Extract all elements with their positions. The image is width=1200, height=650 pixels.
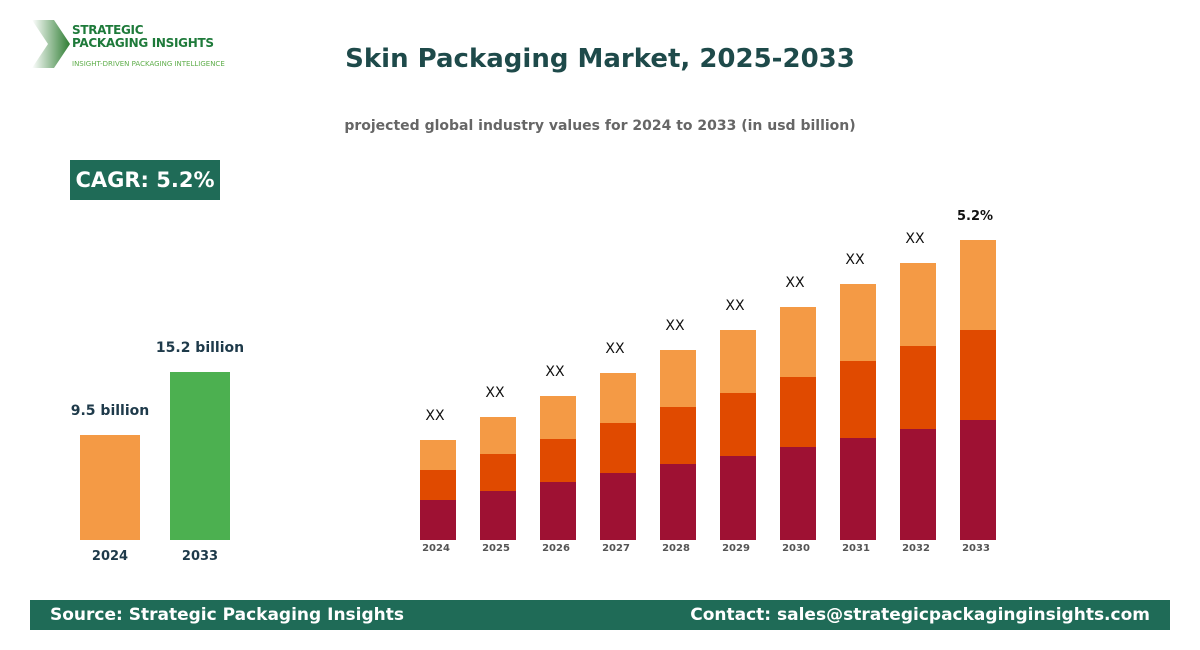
x-tick-label: 2028 <box>662 543 690 554</box>
bar-segment-2032-0 <box>900 429 936 540</box>
bar-segment-2031-0 <box>840 438 876 540</box>
bar-segment-2027-0 <box>600 473 636 540</box>
bar-segment-2027-2 <box>600 373 636 423</box>
x-tick-label: 2030 <box>782 543 810 554</box>
bar-segment-2024-1 <box>420 470 456 500</box>
data-label: XX <box>845 252 865 268</box>
data-label: XX <box>785 275 805 291</box>
x-tick-label: 2033 <box>182 549 218 564</box>
x-tick-label: 2027 <box>602 543 630 554</box>
data-label: 15.2 billion <box>156 340 244 356</box>
data-label: XX <box>545 364 565 380</box>
data-label: XX <box>725 298 745 314</box>
cagr-badge: CAGR: 5.2% <box>70 160 220 200</box>
bar-segment-2026-2 <box>540 396 576 439</box>
x-tick-label: 2029 <box>722 543 750 554</box>
bar-segment-2024-0 <box>420 500 456 540</box>
bar-2033 <box>170 372 230 540</box>
bar-segment-2030-0 <box>780 447 816 540</box>
page-title: Skin Packaging Market, 2025-2033 <box>345 44 855 74</box>
chart: 9.5 billion 2024 15.2 billion 2033 XX 2024 XX 2… <box>71 209 996 564</box>
bar-segment-2027-1 <box>600 423 636 473</box>
data-label: XX <box>425 408 445 424</box>
bar-segment-2024-2 <box>420 440 456 470</box>
bar-segment-2029-0 <box>720 456 756 540</box>
bar-segment-2029-1 <box>720 393 756 456</box>
data-label: XX <box>905 231 925 247</box>
logo-line1: STRATEGIC <box>72 23 144 37</box>
bar-2024 <box>80 435 140 540</box>
x-tick-label: 2024 <box>92 549 128 564</box>
data-label: XX <box>665 318 685 334</box>
source-text: Source: Strategic Packaging Insights <box>50 605 405 625</box>
bar-segment-2031-2 <box>840 284 876 361</box>
bar-segment-2031-1 <box>840 361 876 438</box>
data-label: XX <box>485 385 505 401</box>
bar-segment-2030-1 <box>780 377 816 447</box>
page-subtitle: projected global industry values for 202… <box>344 118 856 134</box>
logo-line2: PACKAGING INSIGHTS <box>72 36 214 50</box>
bar-segment-2025-1 <box>480 454 516 491</box>
x-tick-label: 2026 <box>542 543 570 554</box>
bar-segment-2025-0 <box>480 491 516 540</box>
bar-segment-2030-2 <box>780 307 816 377</box>
bar-segment-2032-2 <box>900 263 936 346</box>
bar-segment-2033-2 <box>960 240 996 330</box>
bar-segment-2032-1 <box>900 346 936 429</box>
x-tick-label: 2024 <box>422 543 450 554</box>
data-label: 5.2% <box>957 209 993 224</box>
x-tick-label: 2031 <box>842 543 870 554</box>
logo: STRATEGIC PACKAGING INSIGHTS INSIGHT-DRIV… <box>30 18 230 73</box>
data-label: 9.5 billion <box>71 403 149 419</box>
bar-segment-2033-1 <box>960 330 996 420</box>
x-tick-label: 2032 <box>902 543 930 554</box>
data-label: XX <box>605 341 625 357</box>
bar-segment-2033-0 <box>960 420 996 540</box>
logo-tagline: INSIGHT-DRIVEN PACKAGING INTELLIGENCE <box>72 60 225 68</box>
bar-segment-2028-1 <box>660 407 696 464</box>
bar-segment-2028-2 <box>660 350 696 407</box>
x-tick-label: 2033 <box>962 543 990 554</box>
bar-segment-2026-1 <box>540 439 576 482</box>
bar-segment-2025-2 <box>480 417 516 454</box>
logo-chevron-icon <box>32 20 70 68</box>
footer: Source: Strategic Packaging Insights Con… <box>30 600 1170 630</box>
bar-segment-2026-0 <box>540 482 576 540</box>
x-tick-label: 2025 <box>482 543 510 554</box>
bar-segment-2028-0 <box>660 464 696 540</box>
contact-text: Contact: sales@strategicpackaginginsight… <box>690 605 1150 625</box>
bar-segment-2029-2 <box>720 330 756 393</box>
